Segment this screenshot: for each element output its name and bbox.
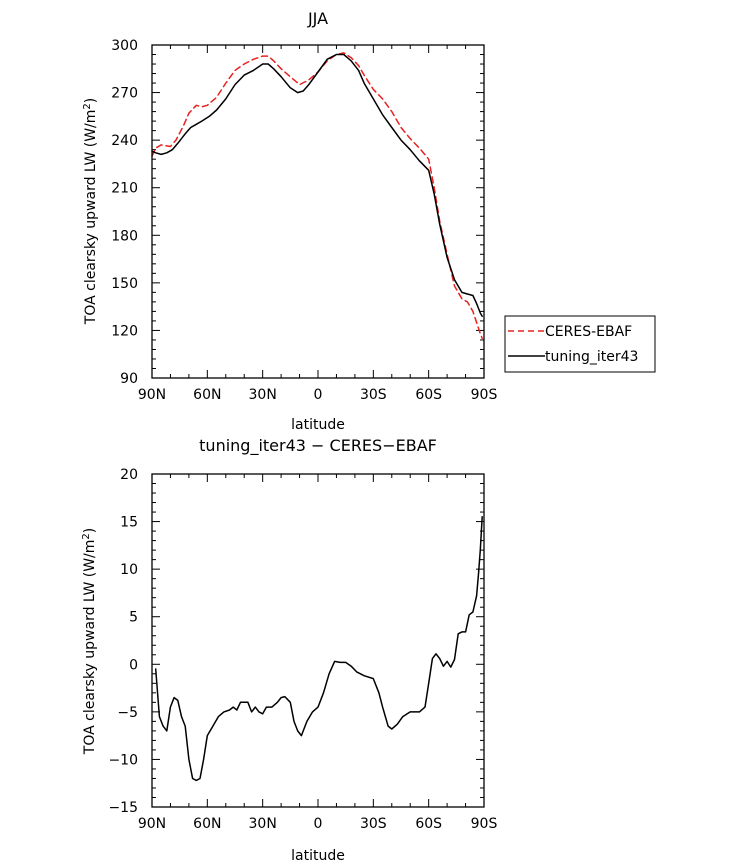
y-tick-label: 20 <box>120 467 138 483</box>
y-tick-label: 180 <box>111 228 138 244</box>
panel2-series-line-0 <box>154 516 483 782</box>
y-tick-label: 150 <box>111 276 138 292</box>
legend-label-ceres: CERES-EBAF <box>545 324 632 340</box>
x-tick-label: 0 <box>314 387 323 403</box>
x-tick-label: 90N <box>138 816 166 832</box>
panel2-ylabel: TOA clearsky upward LW (W/m2) <box>81 528 98 755</box>
panel2-series <box>154 516 483 782</box>
panel1-frame <box>151 44 485 379</box>
y-tick-label: 240 <box>111 133 138 149</box>
panel1-series-line-0 <box>151 52 483 340</box>
x-tick-label: 90S <box>471 816 498 832</box>
x-tick-label: 30N <box>249 816 277 832</box>
panel1-series-line-1 <box>151 53 483 317</box>
y-tick-label: −10 <box>108 752 138 768</box>
legend-label-tuning: tuning_iter43 <box>545 349 638 365</box>
y-tick-label: 300 <box>111 38 138 54</box>
y-tick-label: 10 <box>120 562 138 578</box>
x-tick-label: 30N <box>249 387 277 403</box>
y-tick-label: 210 <box>111 181 138 197</box>
y-tick-label: 270 <box>111 86 138 102</box>
y-tick-label: 5 <box>129 610 138 626</box>
x-tick-label: 30S <box>360 816 387 832</box>
x-tick-label: 0 <box>314 816 323 832</box>
x-tick-label: 90N <box>138 387 166 403</box>
legend: CERES-EBAF tuning_iter43 <box>504 315 656 373</box>
x-tick-label: 60S <box>415 387 442 403</box>
panel1-title: JJA <box>307 9 328 28</box>
x-tick-label: 60S <box>415 816 442 832</box>
x-tick-label: 60N <box>193 816 221 832</box>
y-tick-label: −5 <box>117 705 138 721</box>
y-tick-label: −15 <box>108 800 138 816</box>
panel1-xlabel: latitude <box>291 417 345 433</box>
y-tick-label: 15 <box>120 515 138 531</box>
legend-box <box>504 315 656 373</box>
y-tick-label: 0 <box>129 657 138 673</box>
panel1-ticks: 90N 60N 30N 0 30S 60S 90S 90 120 150 180 210 240 270 3… <box>111 38 497 403</box>
x-tick-label: 30S <box>360 387 387 403</box>
y-tick-label: 120 <box>111 323 138 339</box>
panel2-xlabel: latitude <box>291 848 345 864</box>
panel1-series <box>151 52 483 340</box>
panel2-frame <box>151 473 485 808</box>
panel2-title: tuning_iter43 − CERES−EBAF <box>199 436 437 456</box>
y-tick-label: 90 <box>120 371 138 387</box>
panel1-ylabel: TOA clearsky upward LW (W/m2) <box>82 98 99 325</box>
x-tick-label: 90S <box>471 387 498 403</box>
panel2-ticks: 90N 60N 30N 0 30S 60S 90S −15 −10 −5 0 5 10 15 20 <box>108 467 497 832</box>
x-tick-label: 60N <box>193 387 221 403</box>
